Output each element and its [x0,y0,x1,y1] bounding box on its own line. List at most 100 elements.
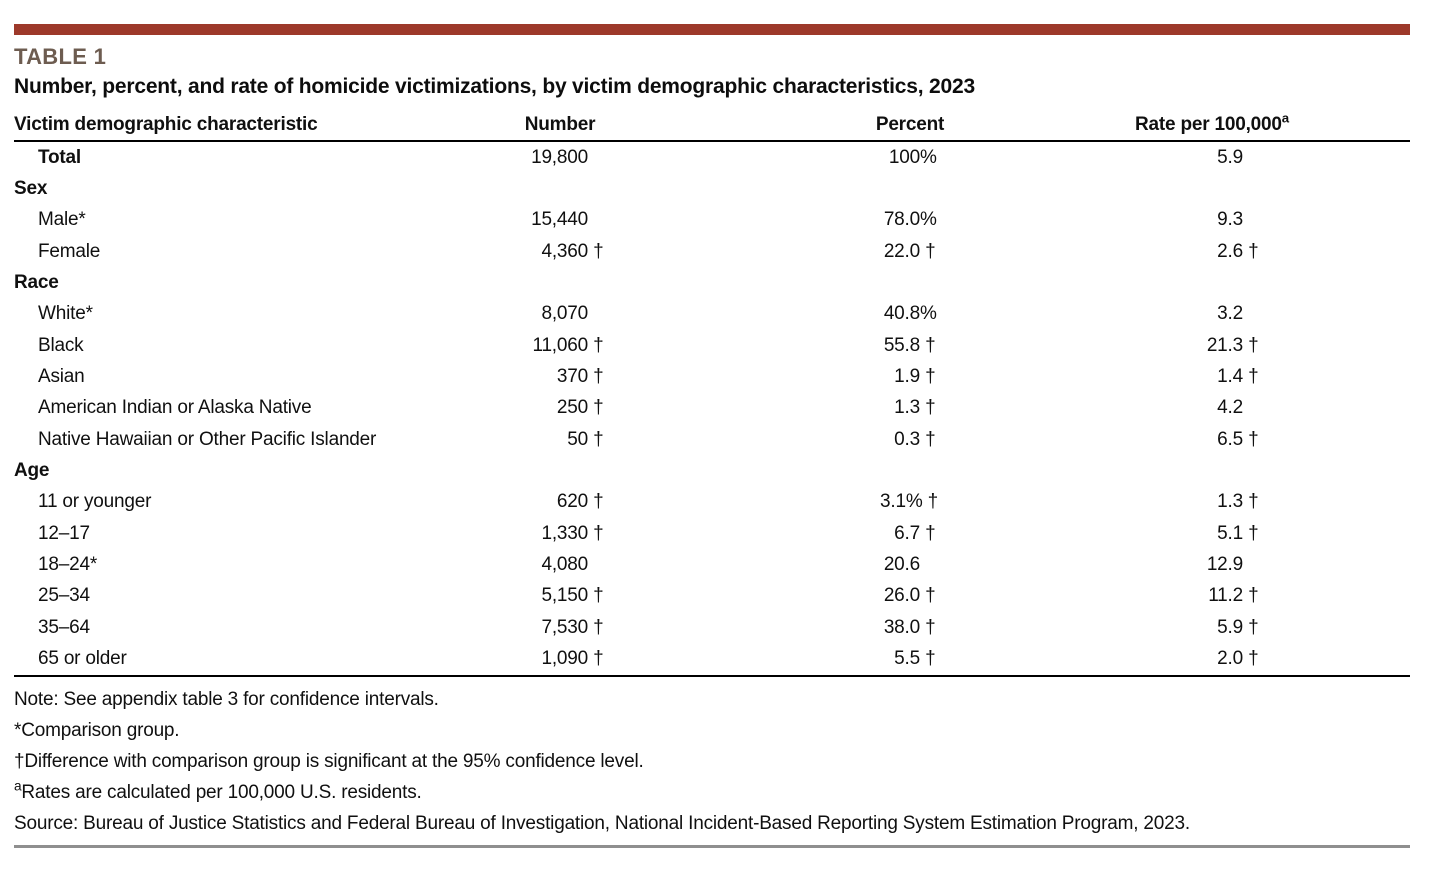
rate-significance-marker: † [1243,366,1259,388]
column-header-rate-superscript: a [1281,110,1289,126]
percent-value: 22.0 [883,240,920,262]
number-significance-marker: † [588,428,604,450]
number-value: 370 [556,366,588,388]
percent-value: 3.1 [880,491,906,513]
rate-value: 11.2 [1208,585,1243,607]
column-header-characteristic: Victim demographic characteristic [14,114,318,135]
number-value: 4,360 [541,240,588,262]
number-cell: 50 † [500,429,606,451]
rate-value: 6.5 [1217,428,1243,450]
number-value: 11,060 [532,334,588,356]
number-significance-marker: † [588,334,604,356]
percent-cell: 55.8 † [606,335,938,357]
row-label: 25–34 [38,585,90,607]
table-row: Black 11,060 † 55.8 † 21.3 † [14,330,1410,361]
row-label: Race [14,272,59,294]
percent-value: 1.9 [894,366,920,388]
rate-cell: 9.3 [938,209,1261,231]
percent-value: 78.0 [883,209,920,231]
number-cell: 4,360 † [500,241,606,263]
number-significance-marker: † [588,585,604,607]
footnote-text: Source: Bureau of Justice Statistics and… [14,812,1190,834]
table-row: Asian 370 † 1.9 † 1.4 † [14,361,1410,392]
rate-cell: 5.1 † [938,523,1261,545]
rate-value: 5.1 [1217,522,1243,544]
number-significance-marker [588,554,606,576]
percent-cell: 5.5 † [606,648,938,670]
number-significance-marker: † [588,491,604,513]
table-row: White* 8,070 40.8% 3.2 [14,299,1410,330]
percent-cell: 0.3 † [606,429,938,451]
percent-value: 100 [888,146,920,168]
percent-cell: 22.0 † [606,241,938,263]
number-value: 1,330 [541,522,588,544]
table-row: American Indian or Alaska Native 250 † 1… [14,393,1410,424]
percent-value: 6.7 [894,522,920,544]
table-row: Age [14,455,1410,486]
percent-significance-marker: † [920,522,936,544]
rate-cell: 6.5 † [938,429,1261,451]
rate-value: 1.4 [1217,366,1243,388]
percent-significance-marker: % [920,303,937,325]
number-value: 250 [556,397,588,419]
rate-significance-marker [1243,397,1261,419]
footnote-text: Note: See appendix table 3 for confidenc… [14,688,439,710]
table-body: Total 19,800 100% 5.9 Sex Male* 15,440 7… [14,142,1410,677]
rate-cell: 21.3 † [938,335,1261,357]
percent-value: 5.5 [894,648,920,670]
percent-significance-marker: % † [905,491,938,513]
number-value: 19,800 [531,146,588,168]
rate-cell: 4.2 [938,397,1261,419]
number-significance-marker: † [588,648,604,670]
percent-significance-marker: † [920,585,936,607]
percent-value: 20.6 [883,554,920,576]
rate-cell: 3.2 [938,303,1261,325]
number-cell: 620 † [500,491,606,513]
rate-value: 1.3 [1217,491,1243,513]
rate-significance-marker: † [1243,522,1259,544]
column-header-rate: Rate per 100,000a [1016,110,1408,136]
percent-significance-marker: % [920,209,937,231]
row-label: Age [14,460,50,482]
rate-cell: 5.9 [938,147,1261,169]
row-label: Black [38,334,84,356]
rate-significance-marker: † [1243,648,1259,670]
number-value: 4,080 [541,554,588,576]
rate-cell: 2.0 † [938,648,1261,670]
number-value: 15,440 [531,209,588,231]
row-label: White* [38,303,93,325]
percent-significance-marker: † [920,428,936,450]
footnote-superscript: a [14,778,22,794]
percent-cell: 26.0 † [606,585,938,607]
percent-cell: 1.9 † [606,366,938,388]
number-cell: 4,080 [500,554,606,576]
rate-significance-marker: † [1243,428,1259,450]
rate-cell: 11.2 † [938,585,1261,607]
rate-significance-marker [1243,303,1261,325]
row-label: 11 or younger [38,491,152,513]
percent-significance-marker: † [920,240,936,262]
table-row: 12–17 1,330 † 6.7 † 5.1 † [14,518,1410,549]
row-label: 12–17 [38,522,90,544]
number-significance-marker: † [588,366,604,388]
report-page: TABLE 1 Number, percent, and rate of hom… [0,24,1450,848]
number-cell: 8,070 [500,303,606,325]
table-row: 11 or younger 620 † 3.1% † 1.3 † [14,487,1410,518]
footnote-text: *Comparison group. [14,719,180,741]
percent-significance-marker [920,554,938,576]
table-row: 25–34 5,150 † 26.0 † 11.2 † [14,581,1410,612]
row-label: Male* [38,209,86,231]
percent-value: 38.0 [883,616,920,638]
percent-cell: 20.6 [606,554,938,576]
footnote: Source: Bureau of Justice Statistics and… [14,808,1410,839]
footnote: *Comparison group. [14,715,1410,746]
number-cell: 7,530 † [500,617,606,639]
rate-value: 3.2 [1217,303,1243,325]
percent-significance-marker: † [920,397,936,419]
table-column-header-row: Victim demographic characteristic Number… [14,111,1410,142]
rate-cell: 12.9 [938,554,1261,576]
rate-significance-marker [1243,554,1261,576]
percent-cell: 38.0 † [606,617,938,639]
percent-cell: 1.3 † [606,397,938,419]
rate-cell: 2.6 † [938,241,1261,263]
